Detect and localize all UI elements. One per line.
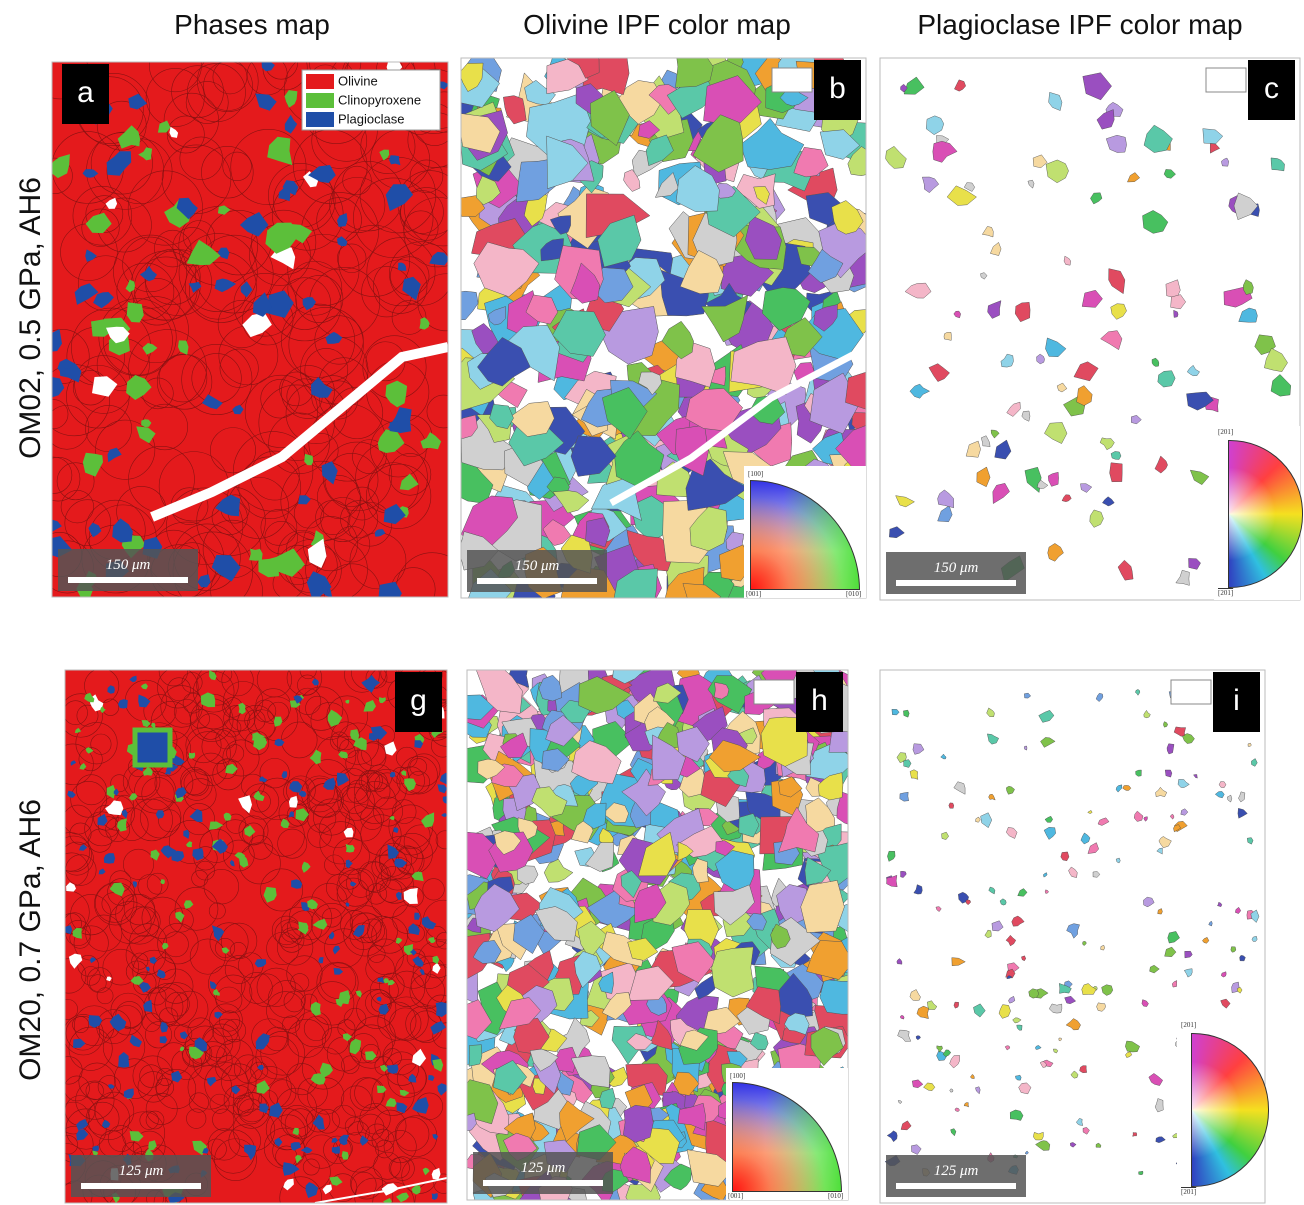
olivine-grain — [452, 972, 478, 1005]
scale-bar — [81, 1183, 201, 1189]
blank-box — [754, 680, 794, 704]
key-label: [201] — [1181, 1188, 1196, 1196]
olivine-grain — [675, 36, 713, 87]
scale-label: 125 μm — [119, 1163, 164, 1179]
key-label: [201] — [1218, 589, 1233, 597]
blank-box — [1206, 68, 1246, 92]
legend-label: Olivine — [338, 73, 378, 88]
legend-label: Plagioclase — [338, 111, 405, 126]
row-label: OM20, 0.7 GPa, AH6 — [14, 799, 47, 1081]
key-label: [201] — [1181, 1021, 1196, 1029]
blank-box — [772, 68, 812, 92]
key-label: [010] — [828, 1192, 843, 1200]
row-label: OM02, 0.5 GPa, AH6 — [14, 177, 47, 459]
olivine-grain — [469, 1045, 482, 1067]
figure: Phases map Olivine IPF color map Plagiocla… — [0, 0, 1304, 1205]
olivine-grain — [623, 1105, 653, 1142]
plagioclase-grain — [1111, 451, 1121, 459]
map-content — [45, 650, 465, 1205]
key-label: [100] — [730, 1072, 745, 1080]
scale-bar — [483, 1180, 603, 1186]
legend-label: Clinopyroxene — [338, 92, 421, 107]
plagioclase-grain — [954, 1002, 959, 1008]
column-title: Olivine IPF color map — [523, 9, 791, 40]
plagioclase-grain — [1139, 1171, 1143, 1175]
panel-letter: g — [410, 684, 427, 717]
plagioclase-grain — [944, 332, 951, 340]
phase-grain — [249, 549, 263, 561]
map-panel: g 125 μm — [45, 650, 465, 1205]
plagioclase-grain — [949, 803, 954, 808]
scale-bar — [68, 577, 188, 583]
scale-label: 125 μm — [521, 1160, 566, 1176]
panel-letter: i — [1233, 684, 1240, 717]
scale-label: 150 μm — [106, 557, 151, 573]
scale-label: 125 μm — [934, 1163, 979, 1179]
scale-label: 150 μm — [515, 558, 560, 574]
key-label: [100] — [748, 470, 763, 478]
phase-grain — [189, 753, 196, 759]
legend-swatch — [306, 93, 334, 108]
panel-letter: b — [829, 72, 846, 105]
scale-label: 150 μm — [934, 560, 979, 576]
legend-swatch — [306, 112, 334, 127]
phase-grain — [389, 155, 400, 165]
scale-bar — [896, 580, 1016, 586]
scale-bar — [477, 578, 597, 584]
key-label: [010] — [846, 590, 861, 598]
plagioclase-grain — [910, 770, 918, 780]
legend: Olivine Clinopyroxene Plagioclase — [302, 70, 440, 130]
column-title: Plagioclase IPF color map — [917, 9, 1242, 40]
blank-box — [1171, 680, 1211, 704]
olivine-grain — [820, 979, 863, 1014]
scale-bar — [896, 1183, 1016, 1189]
key-label: [201] — [1218, 428, 1233, 436]
panel-letter: a — [77, 76, 94, 109]
plagioclase-grain — [1110, 463, 1123, 482]
page: {"column_titles":["Phases map","Olivine … — [0, 0, 1304, 1205]
olivine-grain — [626, 1185, 661, 1205]
inclusion — [135, 730, 170, 765]
panel-letter: h — [811, 684, 828, 717]
column-title: Phases map — [174, 9, 330, 40]
plagioclase-grain — [1133, 1133, 1137, 1137]
panel-letter: c — [1264, 72, 1279, 105]
key-label: [001] — [746, 590, 761, 598]
legend-swatch — [306, 74, 334, 89]
key-label: [001] — [728, 1192, 743, 1200]
